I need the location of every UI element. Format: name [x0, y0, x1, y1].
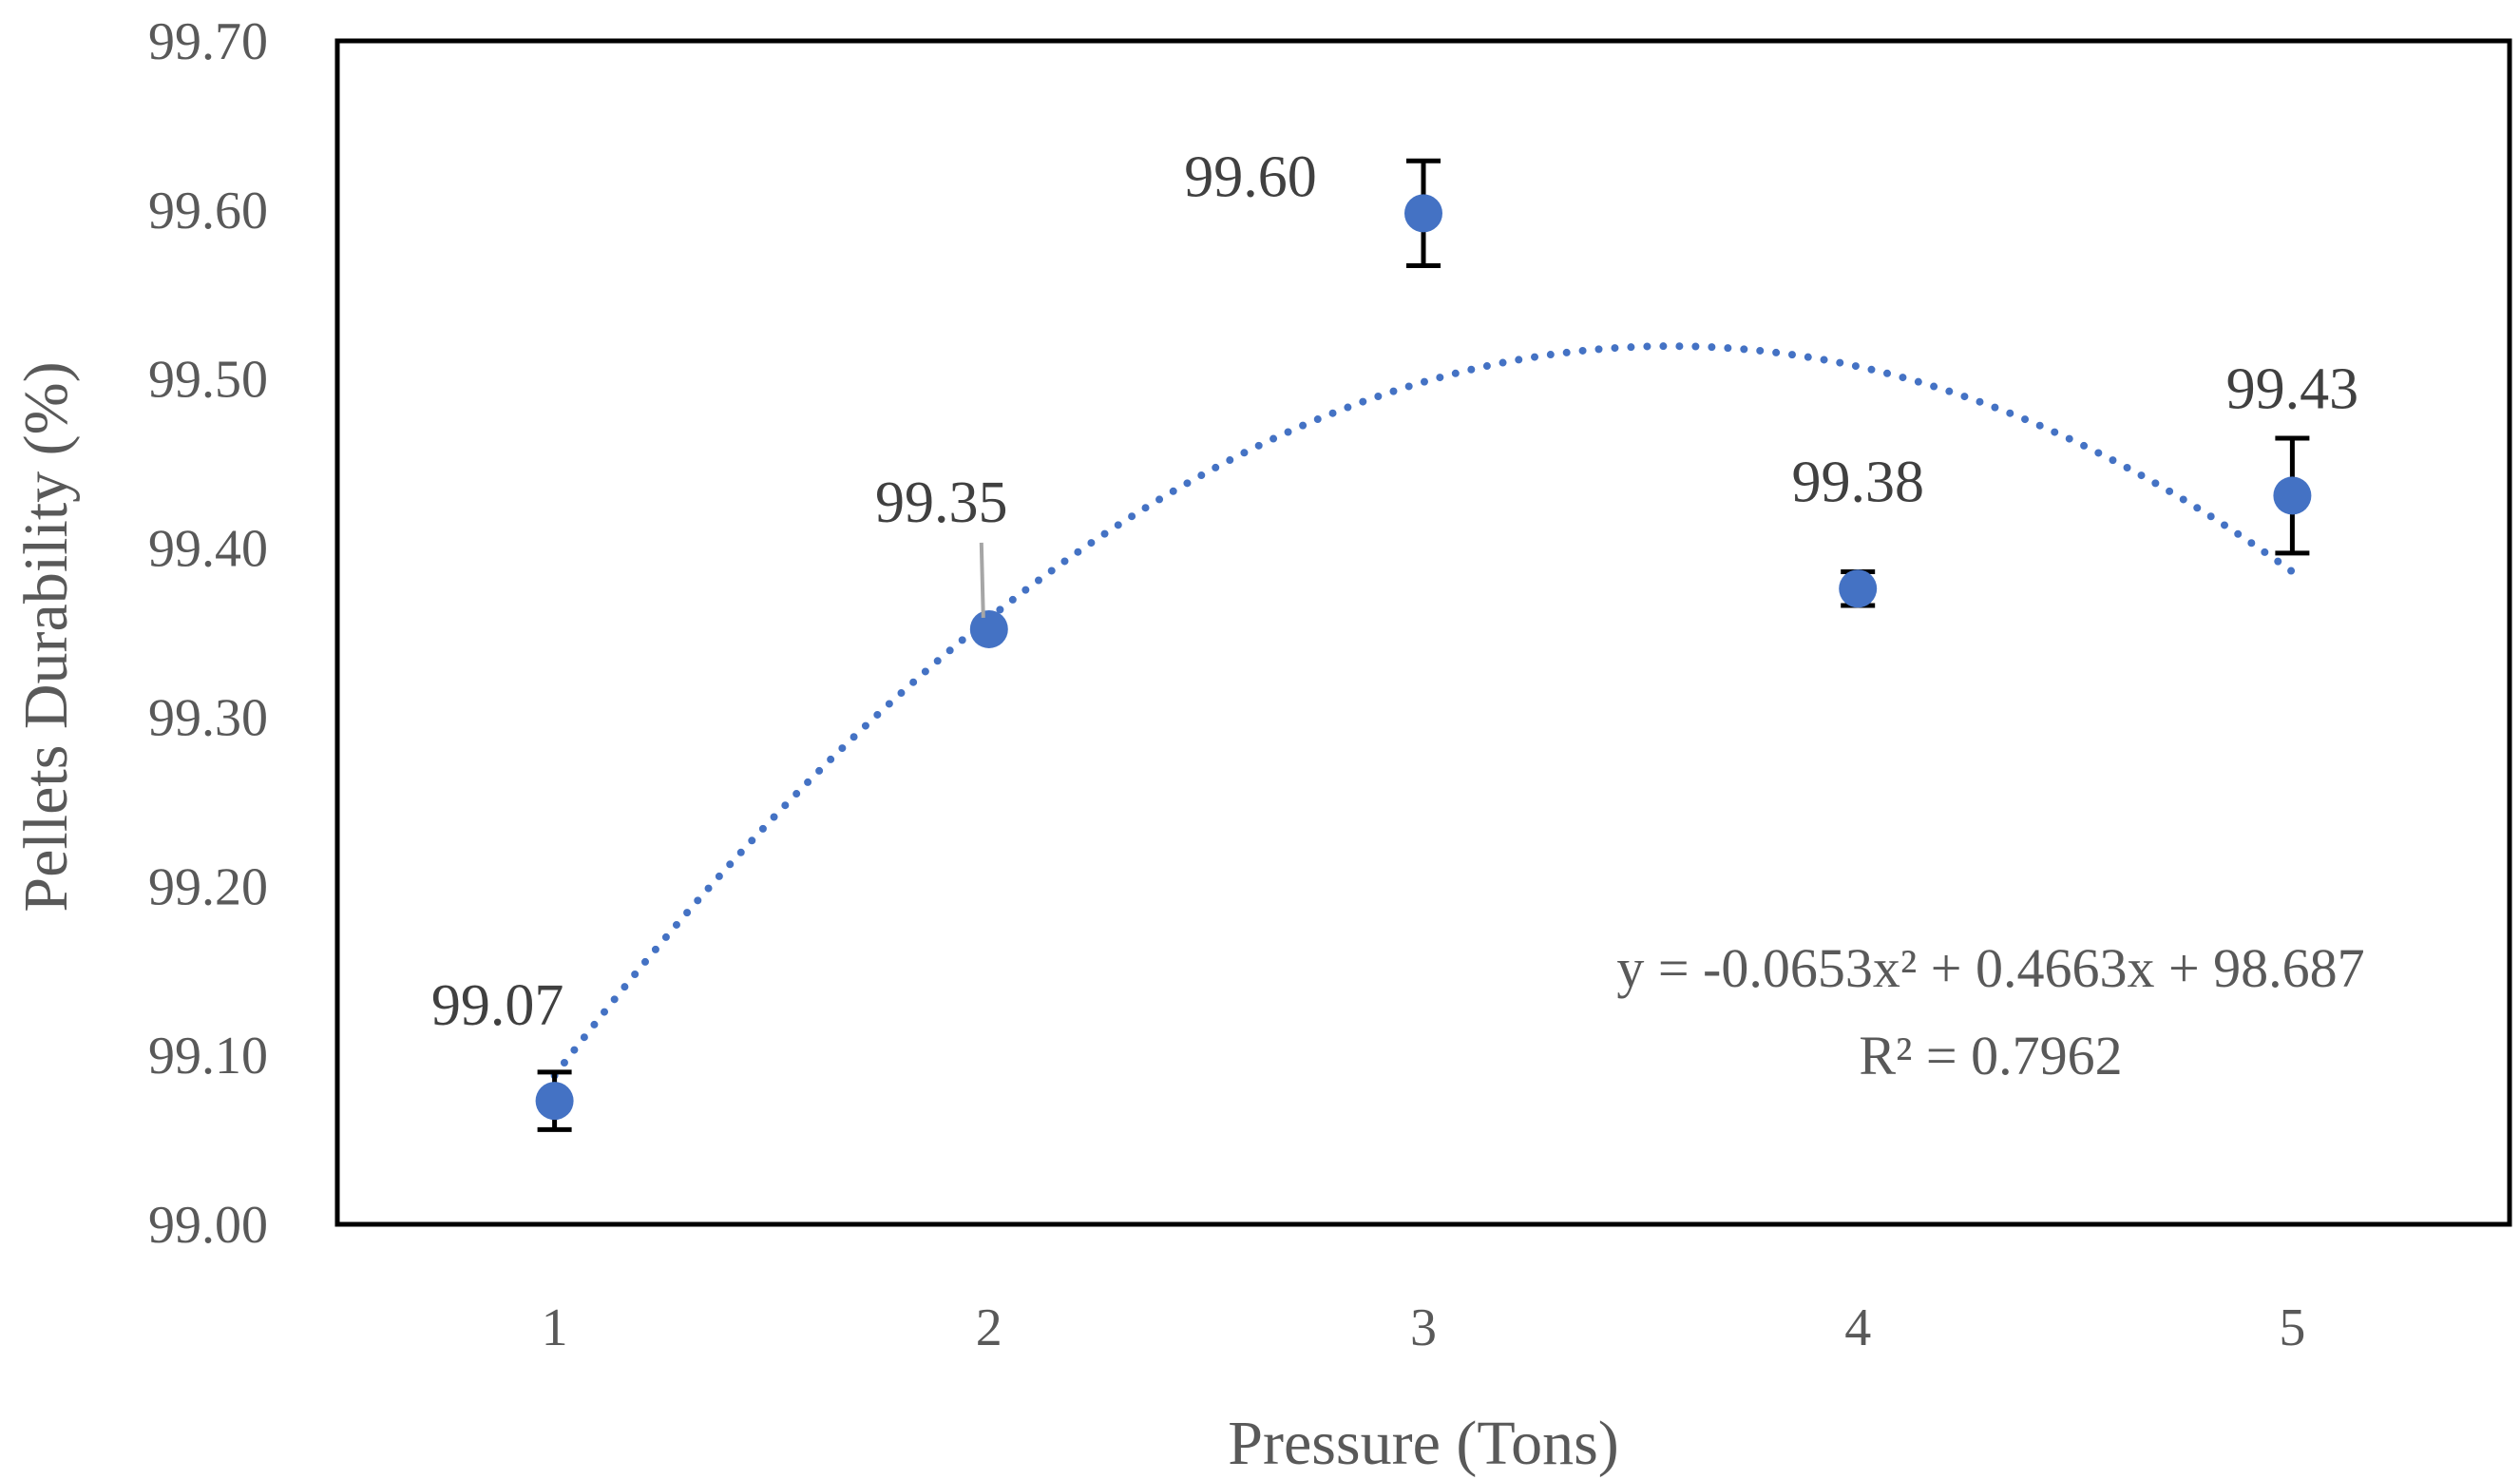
y-axis-title: Pellets Durability (%): [11, 361, 81, 912]
trendline-r-squared: R² = 0.7962: [1859, 1025, 2122, 1086]
trendline-equation: y = -0.0653x² + 0.4663x + 98.687: [1616, 937, 2364, 999]
x-tick-label-4: 5: [2279, 1298, 2305, 1357]
data-point-4: [2273, 476, 2312, 515]
x-tick-label-2: 3: [1410, 1298, 1437, 1357]
data-point-2: [1404, 194, 1442, 233]
y-tick-label-6: 99.60: [148, 182, 268, 240]
x-tick-label-1: 2: [976, 1298, 1002, 1357]
data-points-group: [535, 194, 2312, 1121]
y-tick-label-5: 99.50: [148, 351, 268, 410]
x-tick-label-0: 1: [542, 1298, 568, 1357]
data-labels-group: 99.07 99.35 99.60 99.38 99.43: [431, 144, 2358, 1038]
data-label-4: 99.43: [2226, 356, 2359, 421]
data-label-1: 99.35: [875, 471, 1008, 535]
y-axis-tick-labels: 99.00 99.10 99.20 99.30 99.40 99.50 99.60 99.70: [148, 12, 268, 1255]
data-label-leader-line: [979, 542, 985, 618]
y-tick-label-7: 99.70: [148, 12, 268, 71]
x-axis-title: Pressure (Tons): [1228, 1409, 1618, 1478]
data-label-3: 99.38: [1791, 450, 1924, 514]
y-tick-label-2: 99.20: [148, 857, 268, 916]
trendline: [550, 342, 2297, 1080]
x-axis-tick-labels: 1 2 3 4 5: [542, 1298, 2306, 1357]
y-tick-label-0: 99.00: [148, 1196, 268, 1255]
y-tick-label-3: 99.30: [148, 688, 268, 747]
data-label-2: 99.60: [1184, 144, 1317, 209]
data-label-0: 99.07: [431, 973, 564, 1038]
plot-area-border: [334, 38, 2512, 1227]
data-point-1: [969, 609, 1008, 648]
y-tick-label-4: 99.40: [148, 520, 268, 579]
trendline-group: [550, 342, 2297, 1080]
data-point-0: [535, 1082, 574, 1121]
data-point-3: [1839, 569, 1878, 608]
x-tick-label-3: 4: [1844, 1298, 1871, 1357]
y-tick-label-1: 99.10: [148, 1027, 268, 1086]
